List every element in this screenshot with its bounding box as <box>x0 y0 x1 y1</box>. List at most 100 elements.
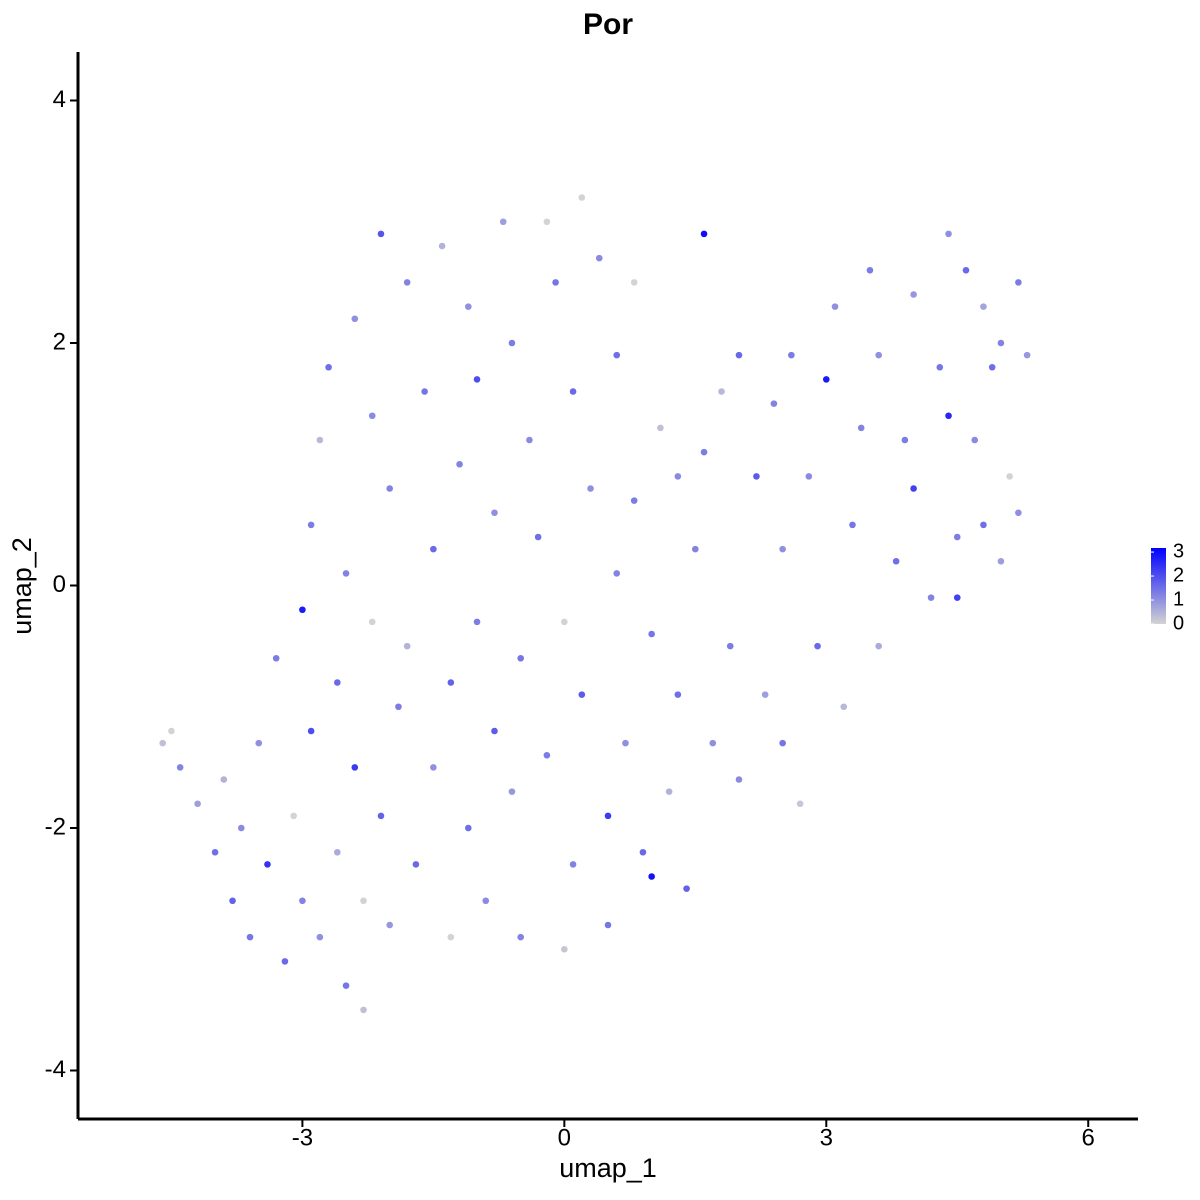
point <box>726 642 734 650</box>
point <box>657 424 664 432</box>
y-tick-label: 4 <box>53 86 66 113</box>
point <box>299 897 306 905</box>
point <box>997 557 1005 565</box>
point <box>194 800 201 808</box>
point <box>1023 351 1031 359</box>
point <box>412 861 420 868</box>
point <box>980 303 987 310</box>
point <box>176 764 184 771</box>
point <box>316 933 324 941</box>
point <box>770 400 778 407</box>
point <box>386 485 394 492</box>
point <box>639 848 647 856</box>
point <box>875 351 882 359</box>
point <box>517 933 524 941</box>
point <box>700 230 708 238</box>
point <box>997 339 1005 347</box>
point <box>351 764 359 771</box>
point <box>857 424 865 432</box>
point <box>351 315 359 323</box>
point <box>482 897 490 905</box>
point <box>692 545 699 553</box>
x-tick-label: 3 <box>820 1124 833 1151</box>
point <box>299 606 306 614</box>
colorbar-label: 2 <box>1173 564 1184 586</box>
point <box>910 291 917 298</box>
point <box>168 727 175 735</box>
x-tick-label: -3 <box>292 1124 313 1151</box>
x-tick-label: 0 <box>558 1124 571 1151</box>
point <box>534 533 542 541</box>
point <box>499 218 507 226</box>
point <box>875 642 882 650</box>
x-tick-label: 6 <box>1082 1124 1095 1151</box>
point <box>237 824 245 832</box>
point <box>307 727 315 735</box>
point <box>753 473 760 480</box>
colorbar-label: 0 <box>1173 612 1184 634</box>
point <box>438 242 446 250</box>
point <box>325 363 332 371</box>
point <box>613 570 621 577</box>
point <box>805 473 813 480</box>
point <box>779 739 786 747</box>
point <box>543 218 551 226</box>
y-tick-label: 0 <box>53 571 66 598</box>
point <box>831 303 839 310</box>
point <box>517 654 524 662</box>
point <box>281 958 289 965</box>
point <box>159 739 166 747</box>
point <box>604 812 612 820</box>
point <box>1006 473 1013 480</box>
y-tick-label: -4 <box>45 1056 66 1083</box>
point <box>665 788 673 795</box>
point <box>945 230 952 238</box>
point <box>421 388 428 395</box>
point <box>595 254 603 262</box>
point <box>779 545 786 553</box>
point <box>272 654 280 662</box>
point <box>569 388 577 395</box>
point <box>360 1006 367 1014</box>
point <box>1015 279 1022 286</box>
point <box>229 897 236 905</box>
point <box>814 642 821 650</box>
point <box>980 521 987 529</box>
point <box>971 436 979 444</box>
point <box>822 376 830 383</box>
point <box>508 339 516 347</box>
point <box>674 473 682 480</box>
point <box>543 751 551 759</box>
point <box>473 376 481 383</box>
point <box>264 861 271 868</box>
point <box>988 363 996 371</box>
point <box>735 776 743 783</box>
point <box>290 812 297 820</box>
point <box>491 509 498 517</box>
point <box>386 921 394 929</box>
point <box>648 630 655 638</box>
point <box>334 679 341 686</box>
point <box>840 703 848 711</box>
point <box>761 691 769 698</box>
point <box>395 703 402 711</box>
y-tick-label: 2 <box>53 328 66 355</box>
point <box>569 861 577 868</box>
point <box>342 982 350 989</box>
point <box>683 885 690 892</box>
point <box>377 812 385 820</box>
point <box>360 897 367 905</box>
point <box>674 691 682 698</box>
point <box>962 266 970 274</box>
point <box>953 533 961 541</box>
point <box>464 824 472 832</box>
point <box>526 436 533 444</box>
point <box>220 776 228 783</box>
point <box>613 351 621 359</box>
colorbar-label: 1 <box>1173 588 1184 610</box>
point <box>604 921 612 929</box>
point <box>342 570 350 577</box>
point <box>936 363 944 371</box>
point <box>508 788 516 795</box>
